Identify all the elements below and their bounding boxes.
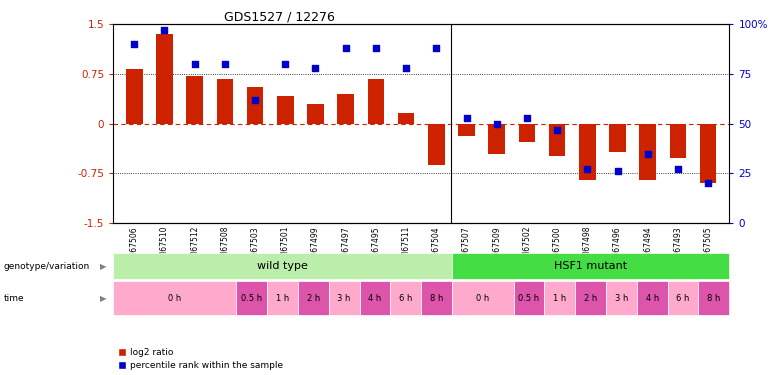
Bar [246,87,264,124]
Text: 0 h: 0 h [168,294,181,303]
Point [218,61,231,67]
Text: 8 h: 8 h [707,294,721,303]
Text: 2 h: 2 h [307,294,320,303]
Bar [126,69,143,124]
Point [158,27,171,33]
Text: ▶: ▶ [101,262,107,271]
Text: 0.5 h: 0.5 h [519,294,540,303]
Point [672,166,684,172]
Point [279,61,292,67]
Text: 2 h: 2 h [584,294,597,303]
Text: 3 h: 3 h [615,294,628,303]
Bar [217,79,233,124]
Bar [367,79,385,124]
Bar [519,124,535,142]
Text: 1 h: 1 h [553,294,566,303]
Point [339,45,352,51]
Point [491,121,503,127]
Point [370,45,382,51]
Bar [156,34,172,124]
Point [128,41,140,47]
Point [189,61,201,67]
Point [400,65,413,71]
Bar [609,124,626,152]
Bar [338,94,354,124]
Bar [549,124,566,156]
Text: 0 h: 0 h [477,294,489,303]
Point [521,115,534,121]
Point [612,168,624,174]
Text: HSF1 mutant: HSF1 mutant [554,261,627,271]
Bar [398,113,414,124]
Text: 0.5 h: 0.5 h [241,294,262,303]
Text: 6 h: 6 h [399,294,413,303]
Text: wild type: wild type [257,261,308,271]
Text: 4 h: 4 h [646,294,659,303]
Text: 3 h: 3 h [338,294,351,303]
Bar [307,104,324,124]
Point [460,115,473,121]
Text: time: time [4,294,24,303]
Text: 6 h: 6 h [676,294,690,303]
Legend: log2 ratio, percentile rank within the sample: log2 ratio, percentile rank within the s… [118,348,283,370]
Bar [458,124,475,136]
Text: 4 h: 4 h [368,294,381,303]
Bar [670,124,686,158]
Bar [277,96,293,124]
Bar [428,124,445,165]
Point [249,97,261,103]
Point [581,166,594,172]
Bar [640,124,656,180]
Point [430,45,442,51]
Bar [579,124,596,180]
Point [702,180,714,186]
Text: 1 h: 1 h [276,294,289,303]
Text: 8 h: 8 h [430,294,443,303]
Text: ▶: ▶ [101,294,107,303]
Bar [700,124,717,183]
Text: GDS1527 / 12276: GDS1527 / 12276 [224,10,335,23]
Bar [186,76,203,124]
Text: genotype/variation: genotype/variation [4,262,90,271]
Point [641,150,654,157]
Bar [488,124,505,154]
Point [309,65,321,71]
Point [551,127,563,133]
